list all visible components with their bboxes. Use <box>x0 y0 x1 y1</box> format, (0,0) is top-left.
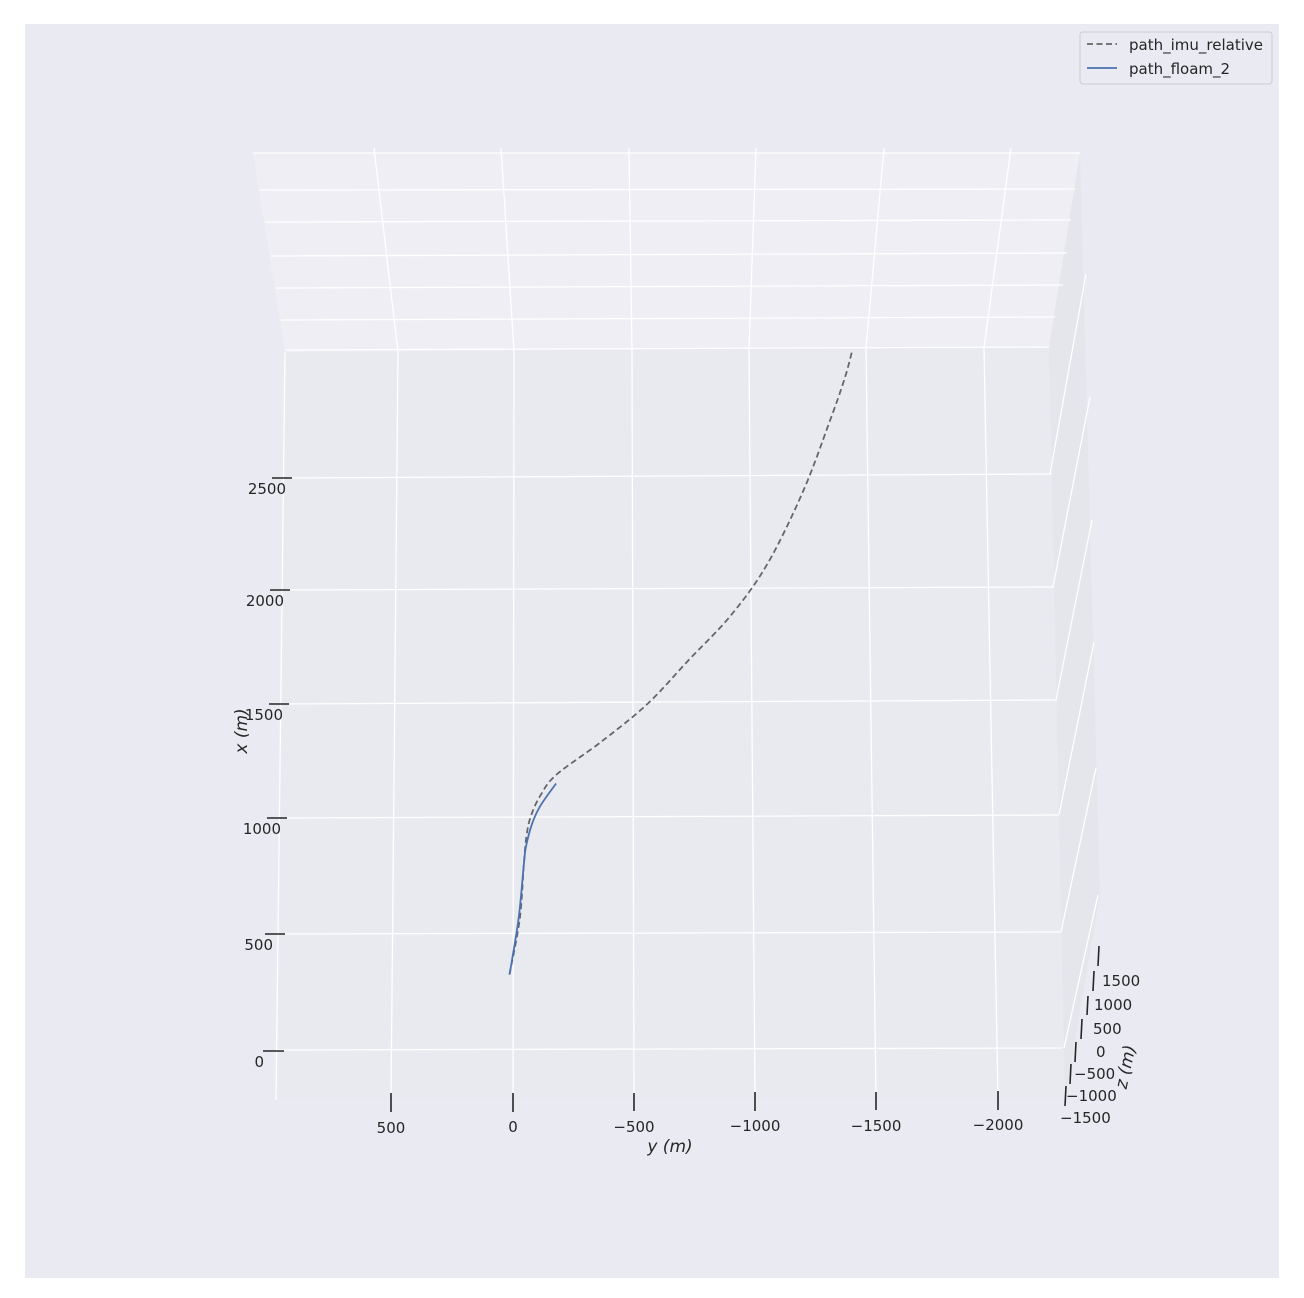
z-tick-label: 1500 <box>1102 972 1140 990</box>
back-grid-line <box>284 346 1050 351</box>
data-series <box>508 349 854 975</box>
z-axis-tick-labels: 1500 1000 500 0 −500 −1000 −1500 <box>1060 972 1140 1127</box>
z-tick-label: 1000 <box>1094 996 1132 1014</box>
back-grid-line <box>264 219 1072 223</box>
z-tick-mark <box>1097 945 1100 967</box>
floor-grid-line <box>282 699 1058 705</box>
x-tick-label: 0 <box>254 1053 264 1071</box>
floor-grid-line <box>390 351 399 1099</box>
floor-grid-line <box>983 347 999 1098</box>
side-grid-line <box>1058 641 1095 816</box>
floor-pane <box>276 347 1065 1100</box>
y-tick-label: 500 <box>377 1119 406 1137</box>
x-tick-label: 1000 <box>243 820 281 838</box>
y-tick-label: −2000 <box>973 1116 1024 1134</box>
back-pane <box>253 153 1080 352</box>
x-tick-label: 500 <box>244 936 273 954</box>
x-tick-label: 1500 <box>245 706 283 724</box>
floor-grid-line <box>278 931 1062 935</box>
floor-grid-line <box>276 1047 1063 1051</box>
floor-grid-line <box>284 586 1055 591</box>
z-tick-mark <box>1080 1018 1083 1040</box>
back-grid-line <box>748 147 757 350</box>
legend-label-path-floam-2: path_floam_2 <box>1129 60 1230 79</box>
back-grid-line <box>258 188 1076 191</box>
z-tick-mark <box>1092 970 1095 992</box>
floor-grid-line <box>512 350 515 1099</box>
x-tick-label: 2000 <box>246 592 284 610</box>
y-tick-label: 0 <box>508 1118 518 1136</box>
z-tick-mark <box>1086 995 1089 1016</box>
axis-ticks <box>263 477 1100 1112</box>
z-tick-mark <box>1069 1063 1072 1085</box>
y-tick-label: −1500 <box>851 1117 902 1135</box>
floor-grid-line <box>280 814 1060 819</box>
side-pane <box>1049 153 1100 1098</box>
z-tick-label: −1500 <box>1060 1109 1111 1127</box>
floor-grid-line <box>748 348 756 1098</box>
grid-lines <box>253 147 1099 1101</box>
y-tick-label: −1000 <box>730 1117 781 1135</box>
floor-grid-line <box>865 347 877 1098</box>
z-tick-mark <box>1074 1041 1077 1063</box>
back-grid-line <box>373 147 399 353</box>
y-axis-label: y (m) <box>646 1137 692 1157</box>
legend-box <box>1079 31 1273 85</box>
z-tick-label: 0 <box>1096 1043 1106 1061</box>
z-tick-label: −500 <box>1074 1065 1115 1083</box>
legend: path_imu_relative path_floam_2 <box>1079 31 1273 85</box>
side-grid-line <box>1055 519 1093 701</box>
back-grid-line <box>270 252 1068 257</box>
floor-grid-line <box>286 473 1053 479</box>
x-axis-tick-labels: 0 500 1000 1500 2000 2500 <box>243 480 286 1071</box>
floor-grid-line <box>631 349 635 1098</box>
z-tick-label: 500 <box>1093 1020 1122 1038</box>
side-grid-line <box>1049 273 1087 475</box>
x-tick-label: 2500 <box>248 480 286 498</box>
back-grid-line <box>865 147 885 349</box>
side-grid-line <box>1052 396 1091 588</box>
left-edge-line <box>275 351 286 1101</box>
y-tick-label: −500 <box>613 1118 654 1136</box>
legend-label-path-imu-relative: path_imu_relative <box>1129 36 1263 55</box>
back-grid-line <box>983 147 1012 349</box>
side-grid-line <box>1060 767 1097 933</box>
back-grid-line <box>275 284 1064 289</box>
x-axis-label: x (m) <box>232 708 252 754</box>
series-line-path-floam-2 <box>508 782 557 975</box>
z-tick-label: −1000 <box>1066 1087 1117 1105</box>
z-tick-mark <box>1064 1085 1067 1107</box>
y-axis-tick-labels: 500 0 −500 −1000 −1500 −2000 <box>377 1116 1024 1137</box>
back-grid-line <box>628 147 633 351</box>
back-grid-line <box>500 147 515 352</box>
side-grid-line <box>1063 894 1099 1049</box>
back-grid-line <box>280 316 1056 321</box>
